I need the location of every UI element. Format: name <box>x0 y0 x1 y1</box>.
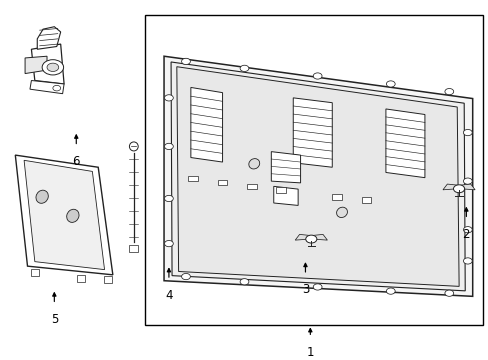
Circle shape <box>444 290 453 296</box>
Bar <box>188 176 198 181</box>
Circle shape <box>305 235 316 243</box>
Polygon shape <box>293 98 331 167</box>
Polygon shape <box>24 160 104 270</box>
Bar <box>246 184 256 189</box>
Polygon shape <box>385 109 424 178</box>
Polygon shape <box>25 56 47 73</box>
Polygon shape <box>271 152 300 183</box>
Polygon shape <box>177 67 458 286</box>
Circle shape <box>313 73 322 79</box>
Circle shape <box>240 65 248 72</box>
Circle shape <box>164 143 173 149</box>
Bar <box>331 194 341 199</box>
Bar <box>129 245 138 252</box>
Circle shape <box>164 95 173 101</box>
Polygon shape <box>295 234 309 240</box>
Circle shape <box>463 130 471 136</box>
Polygon shape <box>37 27 61 49</box>
Polygon shape <box>163 56 472 296</box>
Text: 6: 6 <box>72 155 80 168</box>
Text: 4: 4 <box>165 289 172 302</box>
Bar <box>77 275 85 283</box>
Polygon shape <box>31 44 64 84</box>
Circle shape <box>42 60 63 75</box>
Bar <box>276 187 285 193</box>
Circle shape <box>313 284 322 290</box>
Circle shape <box>240 279 248 285</box>
Circle shape <box>463 226 471 233</box>
Ellipse shape <box>336 207 347 217</box>
Circle shape <box>181 58 190 64</box>
Text: 1: 1 <box>306 346 313 359</box>
Bar <box>361 197 370 203</box>
Circle shape <box>463 178 471 184</box>
Circle shape <box>463 258 471 264</box>
Circle shape <box>452 185 464 193</box>
Bar <box>144 14 483 325</box>
Circle shape <box>444 89 453 95</box>
Bar <box>104 276 112 283</box>
Polygon shape <box>30 81 64 94</box>
Bar <box>31 269 39 276</box>
Circle shape <box>181 274 190 280</box>
Ellipse shape <box>66 209 79 222</box>
Circle shape <box>53 85 61 91</box>
Ellipse shape <box>248 159 259 169</box>
Polygon shape <box>312 234 327 240</box>
Polygon shape <box>273 186 298 206</box>
Ellipse shape <box>36 190 48 203</box>
Text: 3: 3 <box>301 283 308 297</box>
Circle shape <box>164 240 173 247</box>
Polygon shape <box>460 184 474 190</box>
Text: 2: 2 <box>462 228 469 241</box>
Text: 5: 5 <box>51 313 58 326</box>
Bar <box>217 180 227 185</box>
Polygon shape <box>190 87 222 162</box>
Circle shape <box>47 63 59 72</box>
Circle shape <box>386 81 394 87</box>
Ellipse shape <box>129 142 138 151</box>
Circle shape <box>164 195 173 202</box>
Polygon shape <box>442 184 457 190</box>
Circle shape <box>386 288 394 294</box>
Polygon shape <box>15 155 113 275</box>
Polygon shape <box>171 62 464 291</box>
